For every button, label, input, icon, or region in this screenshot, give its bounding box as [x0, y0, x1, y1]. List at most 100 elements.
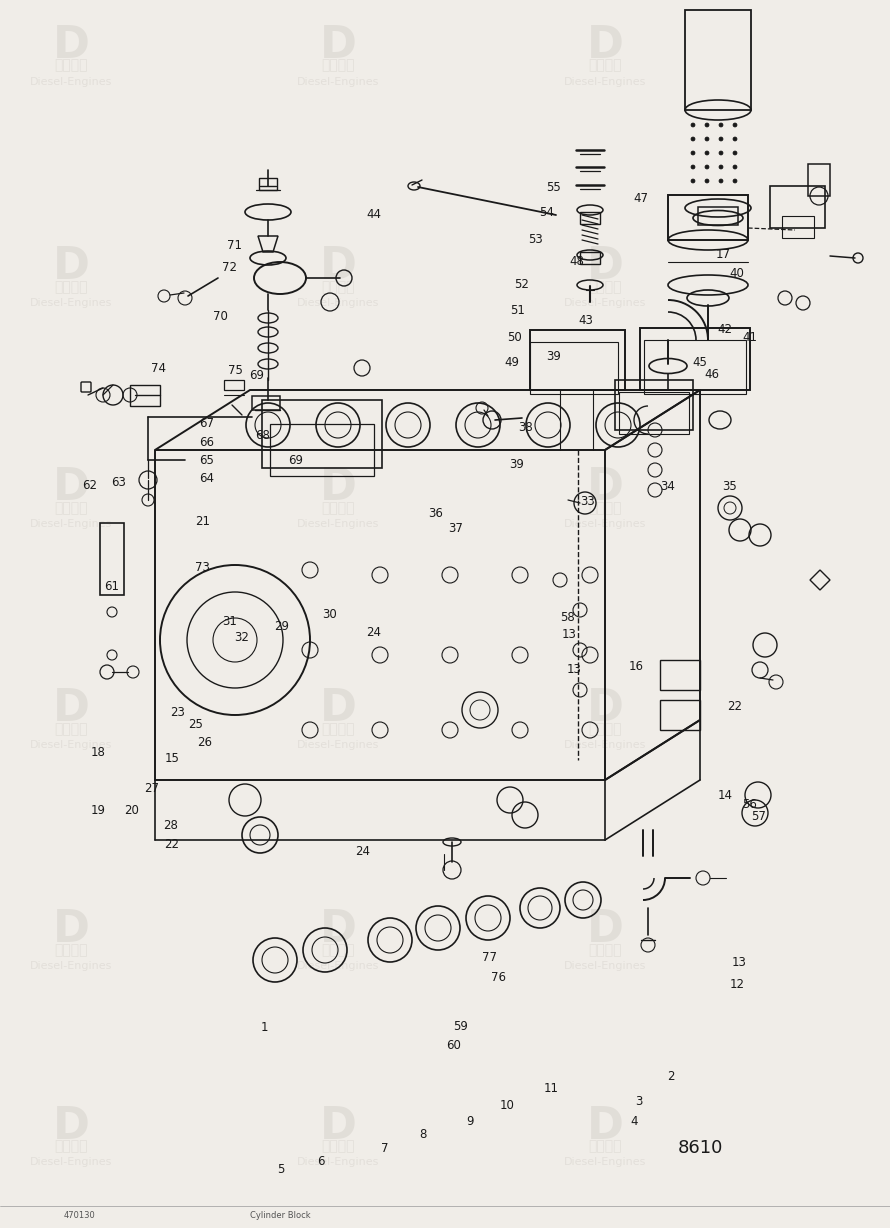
Text: 6: 6: [317, 1156, 324, 1168]
Text: 49: 49: [505, 356, 519, 368]
Text: 47: 47: [634, 193, 648, 205]
Text: 62: 62: [83, 479, 97, 491]
Text: 2: 2: [668, 1071, 675, 1083]
Text: 31: 31: [222, 615, 237, 628]
Bar: [660, 700, 700, 729]
Circle shape: [691, 165, 695, 169]
Text: 紫发动力: 紫发动力: [54, 1140, 88, 1153]
Text: 77: 77: [482, 952, 497, 964]
Bar: [668, 195, 748, 239]
Circle shape: [719, 179, 723, 183]
Text: 27: 27: [144, 782, 158, 795]
Text: 29: 29: [274, 620, 288, 632]
Text: 紫发动力: 紫发动力: [321, 722, 355, 736]
Bar: [580, 252, 600, 264]
Text: 51: 51: [511, 305, 525, 317]
Text: 44: 44: [367, 209, 381, 221]
Text: 紫发动力: 紫发动力: [321, 280, 355, 293]
Bar: [100, 523, 124, 596]
Text: D: D: [320, 25, 357, 68]
Text: D: D: [53, 688, 90, 731]
Circle shape: [733, 151, 737, 155]
Text: 28: 28: [164, 819, 178, 831]
Text: D: D: [53, 246, 90, 289]
Bar: [270, 424, 374, 476]
Text: Diesel-Engines: Diesel-Engines: [564, 960, 646, 971]
Text: 17: 17: [716, 248, 730, 260]
Text: 紫发动力: 紫发动力: [54, 501, 88, 515]
Text: 50: 50: [507, 332, 522, 344]
Bar: [644, 340, 746, 394]
Text: 56: 56: [742, 798, 756, 810]
Text: Cylinder Block: Cylinder Block: [250, 1212, 311, 1221]
Text: D: D: [320, 688, 357, 731]
Text: D: D: [320, 1105, 357, 1148]
Bar: [782, 216, 814, 238]
Circle shape: [719, 151, 723, 155]
Text: Diesel-Engines: Diesel-Engines: [30, 1157, 112, 1168]
Text: 紫发动力: 紫发动力: [54, 280, 88, 293]
Text: 紫发动力: 紫发动力: [321, 501, 355, 515]
Text: 41: 41: [742, 332, 756, 344]
Text: Diesel-Engines: Diesel-Engines: [297, 1157, 379, 1168]
Text: 74: 74: [151, 362, 166, 375]
Text: 10: 10: [500, 1099, 514, 1111]
Text: 71: 71: [228, 239, 242, 252]
Text: 73: 73: [196, 561, 210, 573]
Text: Diesel-Engines: Diesel-Engines: [30, 297, 112, 308]
Text: D: D: [587, 25, 624, 68]
Text: D: D: [53, 909, 90, 952]
Text: 7: 7: [381, 1142, 388, 1154]
Circle shape: [719, 123, 723, 126]
Text: 40: 40: [730, 268, 744, 280]
Circle shape: [719, 138, 723, 141]
Text: D: D: [587, 688, 624, 731]
Circle shape: [719, 165, 723, 169]
Text: Diesel-Engines: Diesel-Engines: [30, 960, 112, 971]
Text: 14: 14: [718, 790, 732, 802]
Text: 13: 13: [732, 957, 747, 969]
Text: 紫发动力: 紫发动力: [588, 59, 622, 72]
Text: 42: 42: [717, 323, 732, 335]
Text: 5: 5: [277, 1163, 284, 1175]
Text: 72: 72: [222, 262, 237, 274]
Circle shape: [705, 151, 709, 155]
Text: 15: 15: [165, 753, 179, 765]
Text: 67: 67: [199, 418, 214, 430]
Text: 紫发动力: 紫发动力: [588, 722, 622, 736]
Text: 30: 30: [322, 608, 336, 620]
Text: 61: 61: [104, 581, 118, 593]
Text: 58: 58: [561, 612, 575, 624]
Bar: [640, 328, 750, 391]
Text: 13: 13: [567, 663, 581, 675]
Bar: [698, 208, 738, 225]
Text: D: D: [320, 246, 357, 289]
Text: 35: 35: [723, 480, 737, 492]
Text: 26: 26: [198, 737, 212, 749]
Text: 紫发动力: 紫发动力: [54, 59, 88, 72]
Text: 16: 16: [629, 661, 643, 673]
Text: 12: 12: [730, 979, 744, 991]
Text: 470130: 470130: [64, 1212, 96, 1221]
Circle shape: [733, 123, 737, 126]
Text: Diesel-Engines: Diesel-Engines: [564, 739, 646, 750]
Bar: [224, 379, 244, 391]
Text: 22: 22: [165, 839, 179, 851]
Bar: [660, 659, 700, 690]
Text: 76: 76: [491, 971, 506, 984]
Text: 1: 1: [261, 1022, 268, 1034]
Text: D: D: [587, 1105, 624, 1148]
Circle shape: [705, 179, 709, 183]
Text: 60: 60: [447, 1039, 461, 1051]
Text: 75: 75: [229, 365, 243, 377]
Text: 43: 43: [578, 314, 593, 327]
Circle shape: [705, 138, 709, 141]
Bar: [685, 10, 751, 111]
Text: 57: 57: [751, 810, 765, 823]
Text: 紫发动力: 紫发动力: [588, 943, 622, 957]
Text: 9: 9: [466, 1115, 473, 1127]
Text: 22: 22: [727, 700, 741, 712]
Circle shape: [733, 138, 737, 141]
Text: 19: 19: [91, 804, 105, 817]
Bar: [262, 400, 382, 468]
